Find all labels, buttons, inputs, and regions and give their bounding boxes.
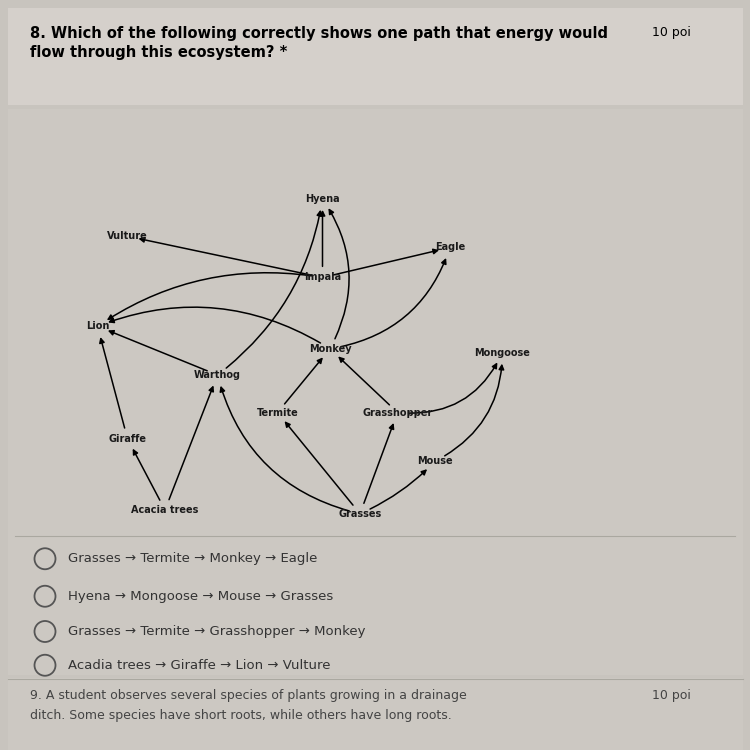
Text: Eagle: Eagle bbox=[435, 242, 465, 253]
FancyArrowPatch shape bbox=[445, 365, 504, 456]
FancyArrowPatch shape bbox=[320, 211, 325, 266]
FancyArrowPatch shape bbox=[284, 358, 322, 404]
Text: Mongoose: Mongoose bbox=[475, 347, 530, 358]
Text: Hyena → Mongoose → Mouse → Grasses: Hyena → Mongoose → Mouse → Grasses bbox=[68, 590, 333, 603]
Text: Vulture: Vulture bbox=[107, 231, 148, 242]
FancyArrowPatch shape bbox=[220, 387, 350, 511]
Text: Acacia trees: Acacia trees bbox=[131, 505, 199, 515]
FancyArrowPatch shape bbox=[110, 308, 320, 343]
FancyArrowPatch shape bbox=[333, 249, 437, 275]
Text: 10 poi: 10 poi bbox=[652, 26, 692, 39]
Text: Giraffe: Giraffe bbox=[109, 433, 146, 444]
Text: 10 poi: 10 poi bbox=[652, 688, 692, 701]
FancyArrowPatch shape bbox=[134, 450, 160, 500]
Text: ditch. Some species have short roots, while others have long roots.: ditch. Some species have short roots, wh… bbox=[30, 709, 451, 722]
FancyArrowPatch shape bbox=[140, 238, 312, 275]
FancyArrowPatch shape bbox=[100, 339, 124, 428]
FancyArrowPatch shape bbox=[108, 273, 311, 320]
FancyBboxPatch shape bbox=[8, 8, 742, 105]
FancyArrowPatch shape bbox=[169, 387, 213, 500]
Text: flow through this ecosystem? *: flow through this ecosystem? * bbox=[30, 45, 287, 60]
FancyArrowPatch shape bbox=[339, 358, 389, 405]
Text: Termite: Termite bbox=[256, 407, 298, 418]
FancyArrowPatch shape bbox=[341, 260, 446, 347]
FancyArrowPatch shape bbox=[364, 424, 394, 503]
FancyBboxPatch shape bbox=[8, 109, 742, 675]
Text: Grasses: Grasses bbox=[338, 509, 382, 519]
Text: Monkey: Monkey bbox=[309, 344, 351, 354]
Text: 8. Which of the following correctly shows one path that energy would: 8. Which of the following correctly show… bbox=[30, 26, 608, 41]
Text: Acadia trees → Giraffe → Lion → Vulture: Acadia trees → Giraffe → Lion → Vulture bbox=[68, 658, 330, 672]
Text: Grasses → Termite → Grasshopper → Monkey: Grasses → Termite → Grasshopper → Monkey bbox=[68, 625, 365, 638]
Text: Grasshopper: Grasshopper bbox=[362, 407, 433, 418]
FancyArrowPatch shape bbox=[409, 364, 497, 413]
FancyBboxPatch shape bbox=[8, 678, 742, 750]
FancyArrowPatch shape bbox=[286, 422, 353, 506]
Text: Impala: Impala bbox=[304, 272, 341, 283]
FancyArrowPatch shape bbox=[226, 211, 322, 368]
FancyArrowPatch shape bbox=[110, 331, 207, 370]
FancyArrowPatch shape bbox=[329, 209, 349, 339]
Text: Grasses → Termite → Monkey → Eagle: Grasses → Termite → Monkey → Eagle bbox=[68, 552, 316, 566]
Text: Hyena: Hyena bbox=[305, 194, 340, 204]
FancyArrowPatch shape bbox=[370, 470, 426, 509]
Text: 9. A student observes several species of plants growing in a drainage: 9. A student observes several species of… bbox=[30, 688, 466, 701]
Text: Mouse: Mouse bbox=[417, 456, 453, 466]
Text: Lion: Lion bbox=[86, 321, 109, 332]
Text: Warthog: Warthog bbox=[194, 370, 241, 380]
